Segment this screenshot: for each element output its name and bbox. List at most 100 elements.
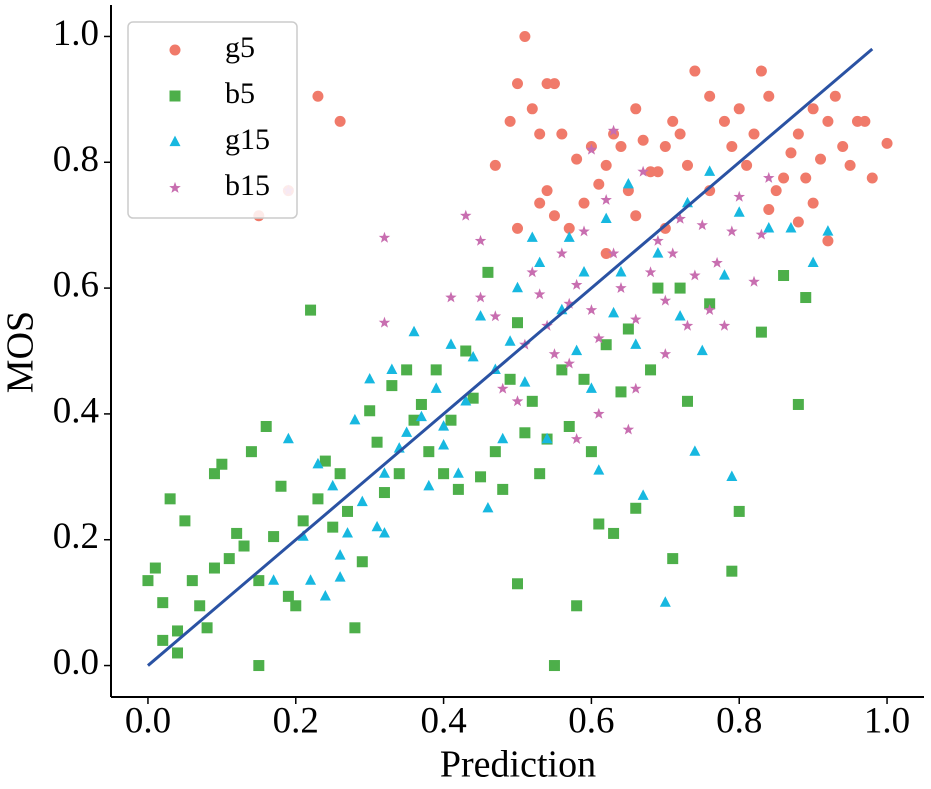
point <box>430 382 442 393</box>
point <box>489 446 501 458</box>
point <box>563 357 575 369</box>
point <box>652 166 664 178</box>
points <box>142 30 893 672</box>
point <box>548 348 561 359</box>
point <box>445 338 457 349</box>
point <box>711 256 723 268</box>
point <box>792 216 804 228</box>
point <box>489 310 502 322</box>
point <box>386 363 398 374</box>
point <box>667 553 679 565</box>
point <box>778 172 790 184</box>
point <box>504 335 516 346</box>
point <box>778 270 790 282</box>
point <box>179 515 191 527</box>
point <box>645 364 657 376</box>
point <box>238 540 250 552</box>
point <box>519 30 531 42</box>
point <box>334 571 346 582</box>
legend-box <box>127 21 298 219</box>
point <box>585 143 598 155</box>
point <box>600 159 612 171</box>
point <box>571 344 583 356</box>
point <box>556 364 568 376</box>
legend-label: g5 <box>225 31 255 64</box>
point <box>142 575 154 587</box>
point <box>268 531 280 543</box>
point <box>770 185 782 197</box>
point <box>349 413 361 425</box>
point <box>578 197 590 209</box>
point <box>401 426 413 437</box>
point <box>349 622 361 634</box>
point <box>615 266 627 277</box>
point <box>519 427 531 439</box>
point <box>563 231 575 242</box>
point <box>378 316 391 328</box>
point <box>342 505 354 517</box>
point <box>512 78 523 90</box>
point <box>445 414 457 426</box>
point <box>386 380 398 392</box>
point <box>208 468 220 480</box>
point <box>815 153 827 165</box>
point <box>378 467 390 478</box>
legend-marker <box>169 44 181 56</box>
point <box>216 458 228 470</box>
y-tick-label: 1.0 <box>53 13 99 54</box>
x-axis-label: Prediction <box>440 744 596 786</box>
point <box>548 660 560 672</box>
point <box>881 137 893 149</box>
point <box>172 625 184 637</box>
point <box>607 124 620 136</box>
point <box>460 345 472 357</box>
point <box>607 247 620 259</box>
point <box>526 266 538 278</box>
point <box>667 115 679 127</box>
point <box>703 304 716 315</box>
point <box>659 141 671 153</box>
point <box>497 483 509 495</box>
point <box>474 234 487 246</box>
point <box>674 128 686 140</box>
point <box>231 527 243 539</box>
point <box>659 294 672 306</box>
point <box>563 222 575 234</box>
x-tick-label: 0.8 <box>716 700 762 741</box>
point <box>578 373 590 385</box>
point <box>630 103 642 115</box>
legend-marker <box>169 90 181 102</box>
point <box>378 527 390 538</box>
point <box>608 306 620 318</box>
point <box>356 556 368 568</box>
point <box>600 212 612 224</box>
point <box>526 103 538 115</box>
point <box>622 323 634 335</box>
point <box>157 634 169 646</box>
legend-label: g15 <box>225 123 270 156</box>
point <box>733 190 745 202</box>
point <box>718 319 731 331</box>
point <box>319 590 331 601</box>
point <box>467 392 479 404</box>
point <box>253 660 265 672</box>
point <box>718 115 730 127</box>
legend: g5 b5 g15 b15 <box>127 21 298 219</box>
point <box>585 304 598 315</box>
point <box>630 502 642 514</box>
point <box>763 171 775 183</box>
point <box>630 210 642 222</box>
point <box>785 147 797 159</box>
point <box>800 292 812 304</box>
point <box>807 197 819 209</box>
point <box>571 153 583 165</box>
point <box>563 420 575 432</box>
point <box>534 197 546 209</box>
point <box>275 480 287 492</box>
point <box>194 600 206 612</box>
point <box>556 247 568 259</box>
point <box>630 382 642 394</box>
point <box>408 414 420 426</box>
legend-marker <box>169 135 181 147</box>
